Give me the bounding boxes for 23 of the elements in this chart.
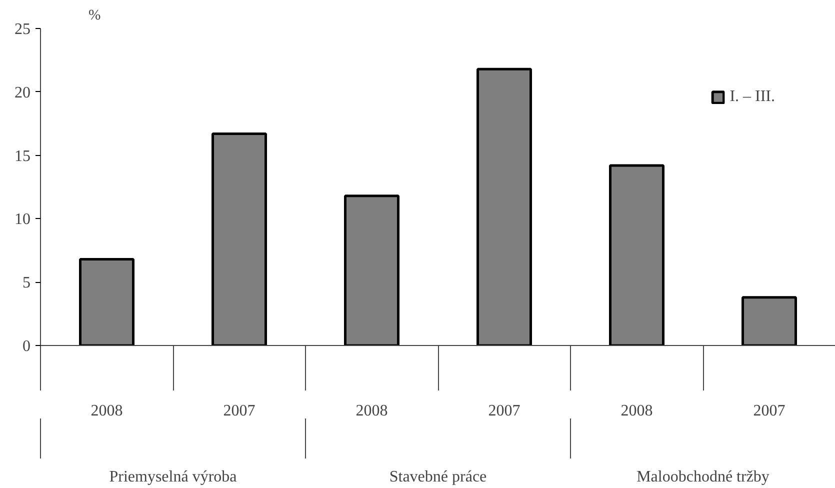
text: Maloobchodné tržby: [636, 468, 770, 486]
y-axis-title: %: [88, 8, 101, 24]
x-tick-label: 2008: [620, 402, 653, 420]
y-tick-label: 5: [22, 274, 30, 292]
x-tick-label: 2007: [488, 402, 520, 420]
bar: [212, 132, 267, 346]
y-tick-label: 20: [14, 84, 30, 102]
x-tick-label: 2007: [753, 402, 786, 420]
y-tick-label: 0: [22, 338, 30, 355]
bar: [609, 164, 664, 346]
x-tick-label: 2007: [223, 402, 256, 420]
legend-label: I. – III.: [730, 88, 775, 106]
bar: [79, 258, 134, 346]
bar: [742, 296, 797, 346]
bar: [344, 194, 400, 346]
x-tick-label: 2008: [356, 402, 388, 420]
bar: [476, 68, 532, 346]
x-tick-label: 2008: [90, 402, 123, 420]
y-tick-label: 10: [14, 211, 30, 228]
text: Priemyselná výroba: [109, 468, 237, 486]
y-tick-label: 15: [14, 148, 30, 165]
y-tick-label: 25: [14, 21, 30, 38]
text: Stavebné práce: [389, 468, 487, 486]
